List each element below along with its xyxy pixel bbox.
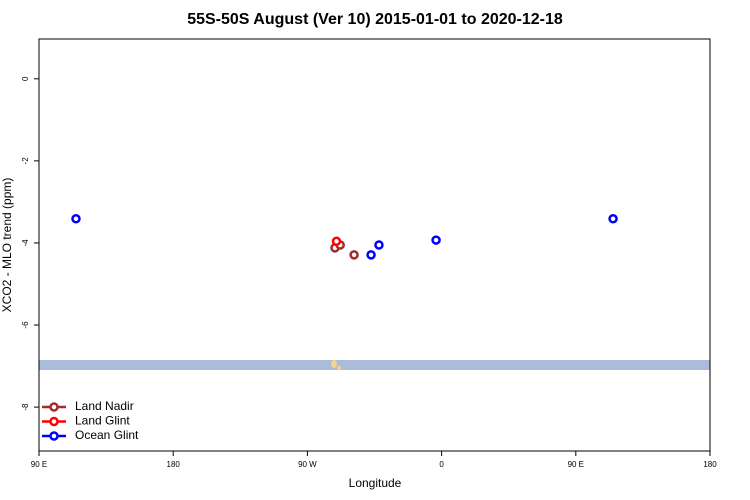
x-tick-label: 180: [167, 460, 181, 469]
x-tick-label: 90 E: [31, 460, 47, 469]
legend-marker: [49, 416, 59, 427]
land-speck: [331, 360, 337, 368]
point: [331, 236, 342, 247]
point: [366, 250, 376, 260]
x-tick-label: 0: [439, 460, 444, 469]
x-tick-label: 180: [703, 460, 717, 469]
y-tick-label: -8: [21, 403, 30, 411]
point: [349, 250, 359, 260]
chart-title: 55S-50S August (Ver 10) 2015-01-01 to 20…: [187, 11, 563, 28]
y-tick-label: -4: [21, 239, 30, 247]
point: [608, 213, 618, 224]
point: [431, 235, 441, 245]
legend-marker: [49, 431, 59, 441]
x-tick-label: 90 E: [568, 460, 584, 469]
land-speck: [337, 366, 341, 370]
legend-marker: [49, 402, 59, 412]
y-tick-label: -2: [21, 157, 30, 165]
point: [71, 213, 81, 224]
legend-label: Ocean Glint: [75, 428, 139, 442]
x-axis-label: Longitude: [349, 476, 402, 490]
map-strip: [39, 360, 710, 370]
legend-label: Land Glint: [75, 414, 130, 428]
x-tick-label: 90 W: [298, 460, 317, 469]
y-axis-label: XCO2 - MLO trend (ppm): [0, 178, 14, 313]
point: [374, 240, 384, 250]
y-tick-label: -6: [21, 321, 30, 329]
legend-label: Land Nadir: [75, 399, 134, 413]
plot-frame: [38, 38, 711, 452]
y-tick-label: 0: [21, 76, 30, 81]
